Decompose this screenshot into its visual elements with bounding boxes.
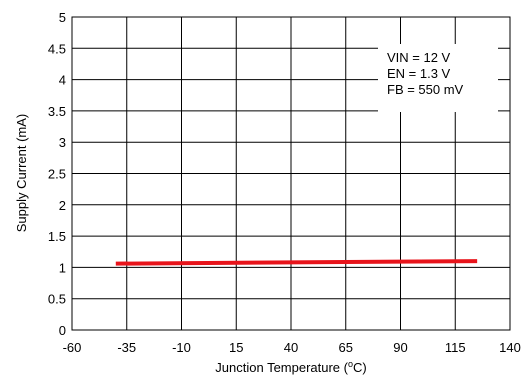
y-axis-label: Supply Current (mA) (14, 114, 29, 232)
y-tick-labels: 0 0.5 1 1.5 2 2.5 3 3.5 4 4.5 5 (48, 10, 66, 338)
x-tick-label: 15 (229, 340, 243, 355)
annotation-box (378, 44, 498, 112)
x-tick-label: -35 (117, 340, 136, 355)
y-tick-label: 2.5 (48, 167, 66, 182)
y-tick-label: 1 (59, 260, 66, 275)
x-tick-label: 65 (339, 340, 353, 355)
y-tick-label: 3 (59, 135, 66, 150)
series-lines (115, 259, 478, 266)
x-axis-label-main: Junction Temperature ( (215, 360, 348, 375)
y-tick-label: 4.5 (48, 41, 66, 56)
y-tick-label: 2 (59, 198, 66, 213)
x-tick-label: 40 (284, 340, 298, 355)
x-axis-label-degree: o (348, 359, 353, 369)
annotation-fb: FB = 550 mV (387, 82, 464, 97)
y-tick-label: 5 (59, 10, 66, 25)
x-tick-label: -60 (63, 340, 82, 355)
x-tick-label: 140 (499, 340, 521, 355)
x-tick-labels: -60 -35 -10 15 40 65 90 115 140 (63, 340, 521, 355)
annotation-en: EN = 1.3 V (387, 66, 451, 81)
x-tick-label: 115 (445, 340, 466, 355)
y-tick-label: 3.5 (48, 104, 66, 119)
y-tick-label: 1.5 (48, 229, 66, 244)
x-axis-label-unit: C) (353, 360, 367, 375)
y-tick-label: 0 (59, 323, 66, 338)
y-tick-label: 4 (59, 73, 66, 88)
supply-current-line (115, 259, 478, 266)
x-tick-label: -10 (172, 340, 191, 355)
x-axis-label: Junction Temperature (oC) (215, 359, 366, 375)
y-tick-label: 0.5 (48, 292, 66, 307)
annotation-vin: VIN = 12 V (387, 50, 451, 65)
x-tick-label: 90 (393, 340, 407, 355)
plot-frame (71, 16, 511, 331)
